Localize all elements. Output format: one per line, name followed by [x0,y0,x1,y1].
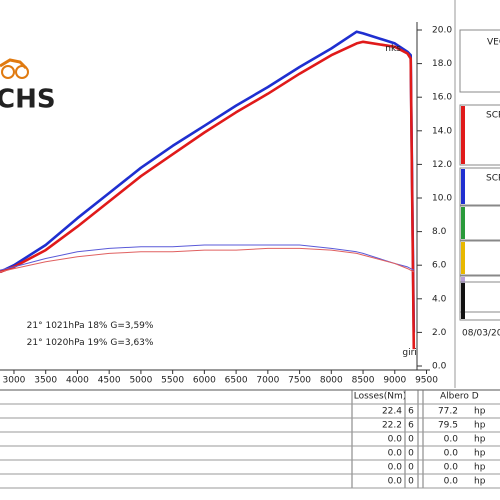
y-tick-label: 2.0 [432,328,447,338]
panel-swatch [461,169,465,204]
y-tick-label: 4.0 [432,294,447,304]
y-tick-label: 6.0 [432,261,447,271]
logo-icon [0,58,29,79]
y-tick-label: 14.0 [432,126,452,136]
logo: CHS [0,85,56,115]
table-cell: 0.0 [444,435,459,445]
table-cell: hp [474,477,486,487]
table-cell: 77.2 [438,407,458,417]
table-cell: 0.0 [388,477,403,487]
table-cell: 79.5 [438,421,458,431]
y-tick-label: 12.0 [432,160,452,170]
table-cell: 0.0 [388,449,403,459]
series-line [0,40,416,350]
table-cell: 0.0 [388,435,403,445]
x-tick-label: 6500 [225,376,248,386]
panel-swatch [461,242,465,274]
y-tick-label: 16.0 [432,93,452,103]
x-tick-label: 7000 [256,376,279,386]
y-tick-label: 20.0 [432,26,452,36]
annotation: 21° 1021hPa 18% G=3,59% [27,321,154,331]
panel-entry [459,104,500,166]
table-cell: 22.2 [382,421,402,431]
annotation: nks [385,44,401,54]
table-cell: hp [474,463,486,473]
table-header: Albero D [440,392,479,402]
table-cell: 6 [408,407,414,417]
table-cell: 0.0 [444,477,459,487]
x-tick-label: 6000 [193,376,216,386]
table-cell: 0.0 [444,463,459,473]
table-cell: 0 [408,449,414,459]
panel-swatch [461,283,465,319]
panel-date: 08/03/20 [462,329,500,339]
table-cell: 0.0 [444,449,459,459]
panel-entry [459,205,500,241]
table-cell: 0 [408,477,414,487]
x-tick-label: 7500 [288,376,311,386]
table-cell: 22.4 [382,407,402,417]
table-cell: 6 [408,421,414,431]
series-line [0,30,416,333]
x-tick-label: 8500 [352,376,375,386]
y-tick-label: 18.0 [432,59,452,69]
x-tick-label: 4500 [98,376,121,386]
panel-swatch [461,207,465,239]
y-tick-label: 10.0 [432,194,452,204]
table-cell: 0 [408,463,414,473]
panel-entry [459,167,500,206]
x-tick-label: 9000 [383,376,406,386]
panel-entry [459,240,500,276]
table-cell: 0.0 [388,463,403,473]
table-header: Losses(Nm) [354,392,407,402]
table-cell: hp [474,421,486,431]
x-tick-label: 5000 [129,376,152,386]
x-tick-label: 9500 [415,376,438,386]
x-tick-label: 4000 [66,376,89,386]
panel-swatch [461,106,465,164]
table: Losses(Nm) Albero D 22.4 6 77.2 hp 22.2 6 79.5 hp… [0,389,500,489]
table-cell: hp [474,435,486,445]
x-tick-label: 3000 [3,376,26,386]
y-tick-label: 0.0 [432,362,447,372]
table-cell: hp [474,449,486,459]
panel-label: SCR [486,174,500,184]
panel-header-box [459,29,500,93]
table-cell: 0 [408,435,414,445]
table-cell: hp [474,407,486,417]
annotation: 21° 1020hPa 19% G=3,63% [27,338,154,348]
panel-header: VEC [487,38,500,48]
series-line [0,247,415,273]
annotation: giri [402,348,416,358]
x-tick-label: 8000 [320,376,343,386]
panel-label: SCR [486,111,500,121]
y-tick-label: 8.0 [432,227,447,237]
x-tick-label: 5500 [161,376,184,386]
x-tick-label: 3500 [34,376,57,386]
panel-entry [459,281,500,321]
